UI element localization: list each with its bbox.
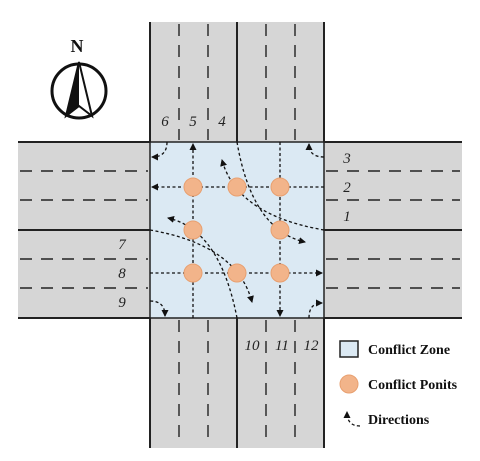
lane-label-south: 11	[275, 338, 289, 354]
conflict-points	[183, 177, 290, 283]
north-arrow-icon	[50, 61, 108, 120]
direction-arrow	[220, 159, 325, 231]
direction-arrow	[308, 299, 323, 319]
compass: N	[50, 36, 108, 120]
lane-label-west: 7	[118, 237, 127, 253]
direction-arrow	[236, 141, 306, 245]
lane-label-west: 9	[118, 295, 126, 311]
lane-label-east: 3	[342, 151, 351, 167]
conflict-point	[183, 220, 203, 240]
conflict-point	[270, 177, 290, 197]
conflict-point	[227, 177, 247, 197]
lane-label-north: 6	[161, 114, 169, 130]
direction-arrow	[149, 229, 254, 303]
direction-arrow	[151, 141, 168, 161]
direction-arrow	[305, 143, 325, 158]
legend-direction-arrow-icon	[343, 411, 361, 427]
conflict-point	[270, 220, 290, 240]
direction-arrow	[149, 300, 169, 317]
conflict-point	[227, 263, 247, 283]
lane-label-east: 1	[343, 209, 351, 225]
lane-label-north: 5	[189, 114, 197, 130]
direction-arrow	[167, 215, 238, 319]
legend: Conflict Zone Conflict Ponits Directions	[339, 340, 458, 428]
legend-conflict-zone: Conflict Zone	[368, 343, 450, 358]
road-edges	[18, 22, 462, 448]
conflict-point	[270, 263, 290, 283]
lane-label-south: 12	[304, 338, 320, 354]
north-label: N	[71, 36, 84, 56]
legend-zone-swatch	[339, 340, 359, 358]
conflict-zone	[149, 141, 325, 319]
direction-arrows	[149, 141, 325, 319]
lane-labels: 6 5 4 3 2 1 7 8 9 10 11 12	[118, 114, 351, 354]
conflict-point	[183, 177, 203, 197]
lane-label-west: 8	[118, 266, 126, 282]
lane-label-south: 10	[245, 338, 261, 354]
legend-point-swatch	[339, 374, 359, 394]
lane-label-north: 4	[218, 114, 226, 130]
conflict-point	[183, 263, 203, 283]
legend-conflict-points: Conflict Ponits	[368, 378, 458, 393]
legend-directions: Directions	[368, 413, 430, 428]
lane-dividers	[20, 24, 460, 446]
lane-label-east: 2	[343, 180, 351, 196]
